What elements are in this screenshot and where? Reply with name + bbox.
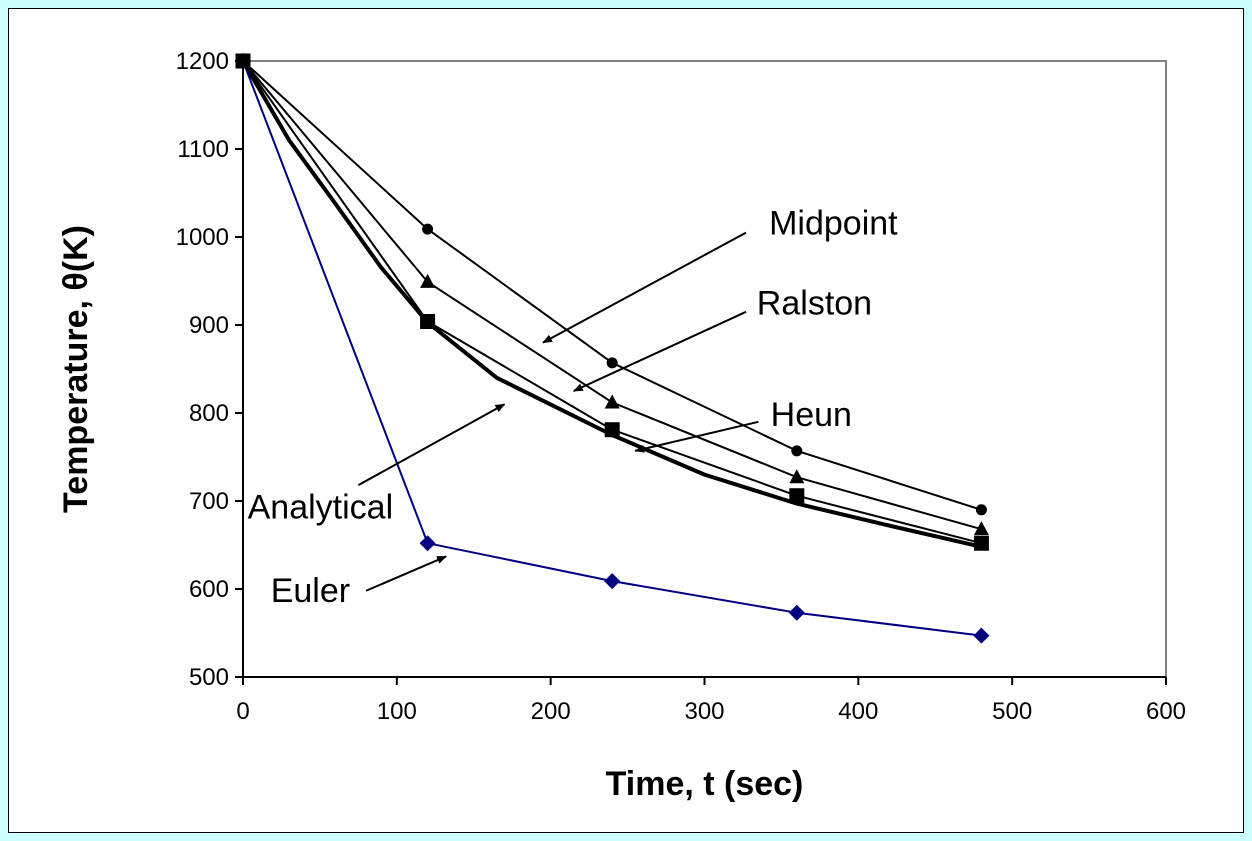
annotation-analytical: Analytical (248, 403, 506, 527)
y-tick-label: 800 (189, 400, 229, 427)
y-tick-label: 1100 (177, 136, 229, 163)
x-tick-label: 400 (838, 698, 878, 725)
annotation-label-midpoint: Midpoint (769, 204, 898, 242)
annotation-label-euler: Euler (271, 572, 350, 610)
point-ralston (420, 273, 436, 288)
y-tick-label: 700 (189, 488, 229, 515)
annotation-heun: Heun (634, 396, 852, 453)
x-tick-label: 100 (377, 698, 417, 725)
annotation-label-heun: Heun (771, 396, 852, 434)
annotation-midpoint: Midpoint (542, 204, 898, 344)
point-midpoint (975, 504, 987, 516)
x-tick-label: 500 (992, 698, 1032, 725)
chart: 500 600 700 800 900 1000 1100 1200 0 100 200 300 400… (57, 48, 1186, 803)
x-axis-title: Time, t (sec) (606, 765, 804, 803)
y-axis-title: Temperature, θ(K) (57, 225, 95, 513)
point-euler (604, 573, 621, 590)
point-ralston (973, 521, 989, 536)
point-euler (419, 535, 436, 552)
point-midpoint (422, 223, 434, 235)
annotation-arrow-ralston (572, 310, 747, 392)
axes: 500 600 700 800 900 1000 1100 1200 0 100 200 300 400… (176, 48, 1186, 725)
point-euler (788, 604, 805, 621)
annotation-label-analytical: Analytical (248, 489, 394, 527)
chart-frame: 500 600 700 800 900 1000 1100 1200 0 100 200 300 400… (8, 8, 1244, 833)
series-midpoint (237, 55, 987, 516)
point-euler (973, 627, 990, 644)
series-euler (235, 53, 990, 644)
point-ralston (604, 394, 620, 409)
series-line-analytical (241, 59, 982, 549)
point-heun (604, 422, 620, 438)
point-midpoint (791, 445, 803, 457)
y-tick-label: 900 (189, 312, 229, 339)
point-heun (789, 488, 805, 504)
series-line-euler (242, 60, 982, 637)
y-tick-label: 1200 (176, 48, 229, 75)
point-heun (420, 313, 436, 329)
series-ralston (235, 53, 989, 536)
annotation-arrow-heun (634, 420, 759, 453)
annotation-euler: Euler (271, 555, 447, 610)
x-tick-label: 0 (236, 698, 249, 725)
y-tick-label: 500 (189, 664, 229, 691)
x-tick-label: 600 (1146, 698, 1186, 725)
annotation-layer: Midpoint Ralston Heun Analytical Euler (248, 204, 899, 610)
annotation-arrow-midpoint (542, 231, 747, 344)
annotation-arrow-analytical (357, 403, 506, 487)
series-layer (235, 53, 990, 644)
x-tick-label: 300 (684, 698, 724, 725)
y-tick-label: 1000 (176, 224, 229, 251)
point-heun (973, 535, 989, 551)
point-midpoint (237, 55, 249, 67)
annotation-arrow-euler (365, 555, 447, 592)
series-analytical (241, 59, 982, 549)
annotation-ralston: Ralston (572, 284, 872, 392)
y-tick-label: 600 (189, 576, 229, 603)
annotation-label-ralston: Ralston (757, 284, 872, 322)
point-ralston (789, 469, 805, 484)
x-tick-label: 200 (531, 698, 571, 725)
point-midpoint (606, 357, 618, 369)
